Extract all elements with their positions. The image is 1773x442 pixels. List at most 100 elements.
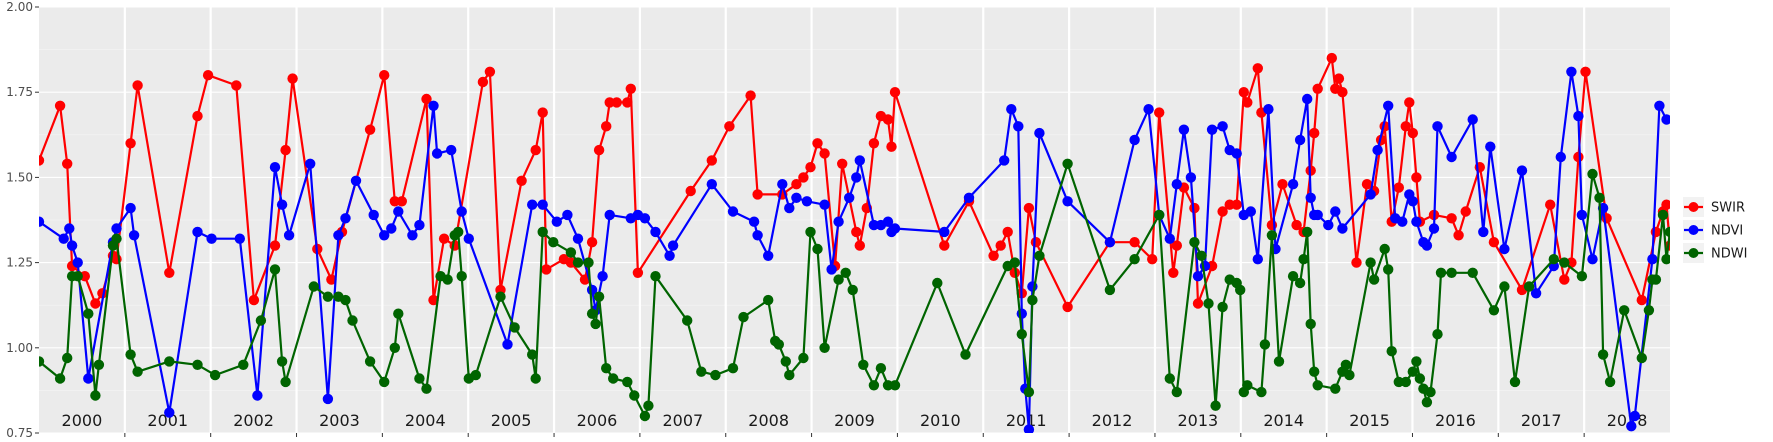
ndwi-point [639, 410, 651, 422]
ndwi-point [1309, 366, 1320, 377]
year-label: 2017 [1521, 411, 1562, 430]
ndwi-point [819, 342, 830, 353]
ndwi-series-line [39, 162, 1670, 418]
ndwi-point [1340, 359, 1352, 370]
swir-point [889, 87, 901, 98]
swir-point [1545, 199, 1556, 210]
ndwi-point [280, 376, 291, 388]
swir-point [886, 141, 897, 152]
ndvi-point [882, 216, 894, 227]
x-axis [124, 433, 1585, 437]
ndwi-point [696, 366, 707, 377]
swir-point [164, 267, 175, 278]
ndvi-point [502, 339, 513, 350]
ndvi-point [276, 199, 288, 210]
ndvi-point [446, 144, 457, 156]
y-tick-label: 2.00 [6, 0, 33, 14]
ndwi-point [1196, 250, 1207, 261]
swir-point [484, 66, 496, 78]
ndwi-point [389, 342, 400, 353]
ndwi-point [682, 315, 693, 326]
ndwi-point [1129, 254, 1140, 265]
ndvi-point [551, 216, 562, 227]
ndvi-point [1192, 271, 1204, 282]
swir-point [248, 294, 260, 306]
ndvi-point [407, 230, 418, 241]
ndwi-point [347, 315, 358, 326]
swir-point [364, 124, 376, 135]
swir-point [537, 107, 548, 118]
ndwi-point [1488, 305, 1500, 316]
year-label: 2016 [1435, 411, 1476, 430]
swir-point [625, 83, 636, 95]
ndvi-point [393, 206, 404, 217]
ndwi-point [763, 294, 774, 306]
ndwi-point [1266, 230, 1278, 241]
ndwi-point [90, 390, 101, 401]
swir-point [477, 76, 489, 88]
swir-point [1559, 274, 1570, 285]
ndwi-point [1379, 243, 1390, 255]
swir-point [685, 185, 696, 197]
swir-point [622, 97, 633, 108]
swir-point [90, 298, 101, 309]
swir-point [791, 179, 802, 190]
ndwi-point [1576, 271, 1588, 282]
ndvi-point [752, 230, 763, 241]
ndvi-point [252, 390, 263, 401]
ndwi-point [727, 363, 739, 374]
swir-point [530, 144, 541, 156]
ndvi-point [1178, 124, 1190, 135]
ndwi-point [1305, 318, 1316, 330]
ndvi-point [1129, 134, 1140, 146]
ndwi-point [1383, 264, 1394, 275]
ndwi-point [125, 349, 136, 360]
ndvi-point [350, 175, 362, 186]
swir-point [1407, 127, 1419, 139]
ndvi-point [1231, 148, 1242, 159]
swir-point [541, 264, 552, 275]
ndwi-point [1104, 284, 1116, 296]
ndwi-point [1171, 386, 1183, 398]
ndwi-point [1368, 274, 1380, 285]
ndvi-point [1006, 104, 1017, 115]
ndwi-point [1411, 356, 1422, 367]
ndwi-point [164, 356, 175, 367]
swir-point [192, 110, 203, 122]
ndwi-point [61, 352, 73, 364]
swir-point [1337, 87, 1348, 98]
ndvi-point [706, 179, 717, 190]
ndwi-point [111, 233, 122, 244]
swir-point [269, 240, 281, 251]
ndwi-point [1597, 349, 1609, 360]
ndvi-point [1654, 100, 1665, 112]
ndwi-point [1235, 284, 1246, 296]
swir-point [54, 100, 66, 112]
ndvi-point [963, 192, 975, 203]
ndvi-point [206, 233, 217, 244]
ndvi-point [463, 233, 474, 244]
swir-point [752, 189, 763, 200]
swir-point [1404, 97, 1415, 108]
ndvi-point [1206, 124, 1218, 135]
swir-point [868, 138, 880, 149]
ndwi-point [608, 373, 619, 384]
ndvi-point [826, 264, 837, 275]
year-label: 2006 [577, 411, 618, 430]
ndvi-point [322, 393, 334, 405]
ndvi-point [234, 233, 245, 244]
ndvi-point [537, 199, 548, 210]
year-label: 2004 [405, 411, 446, 430]
swir-point [882, 114, 894, 125]
ndvi-point [128, 230, 140, 241]
ndvi-point [333, 230, 344, 241]
ndwi-point [93, 359, 105, 370]
ndwi-point [1203, 298, 1214, 309]
swir-point [1002, 226, 1013, 238]
ndwi-point [1365, 257, 1376, 268]
ndvi-point [784, 202, 795, 214]
ndvi-point [1104, 237, 1116, 248]
ndvi-point [1023, 424, 1035, 433]
ndvi-point [1407, 196, 1419, 207]
